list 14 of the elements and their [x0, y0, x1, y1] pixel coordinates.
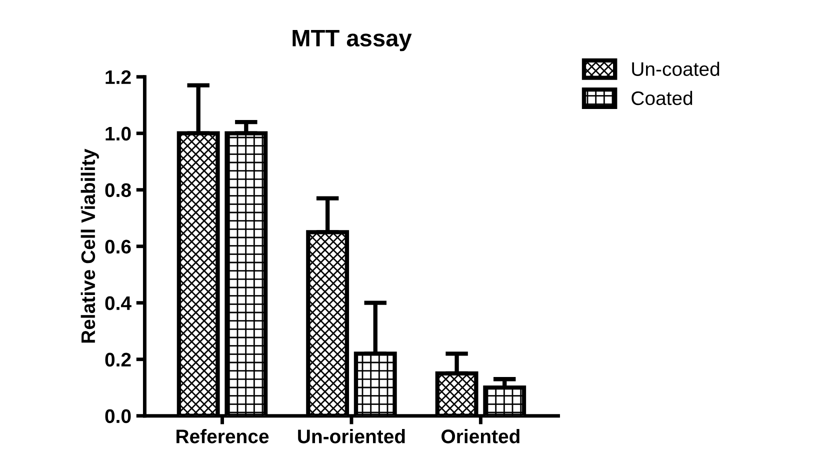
chart-title: MTT assay	[292, 30, 412, 52]
y-tick-label: 1.0	[106, 126, 131, 141]
x-tick-label: Un-oriented	[298, 429, 405, 444]
y-tick-label: 0.2	[105, 352, 131, 367]
y-tick-label: 0.8	[105, 183, 131, 198]
y-tick-label: 0.6	[105, 240, 131, 254]
y-tick-label: 1.2	[106, 70, 131, 84]
x-tick-label: Reference	[176, 429, 269, 444]
y-tick-label: 0.0	[105, 409, 131, 424]
legend-label: Un-coated	[632, 62, 720, 76]
x-tick-label: Oriented	[442, 429, 520, 444]
y-axis-title: Relative Cell Viability	[80, 148, 99, 343]
y-tick-label: 0.4	[105, 296, 132, 310]
legend-label: Coated	[632, 90, 692, 106]
